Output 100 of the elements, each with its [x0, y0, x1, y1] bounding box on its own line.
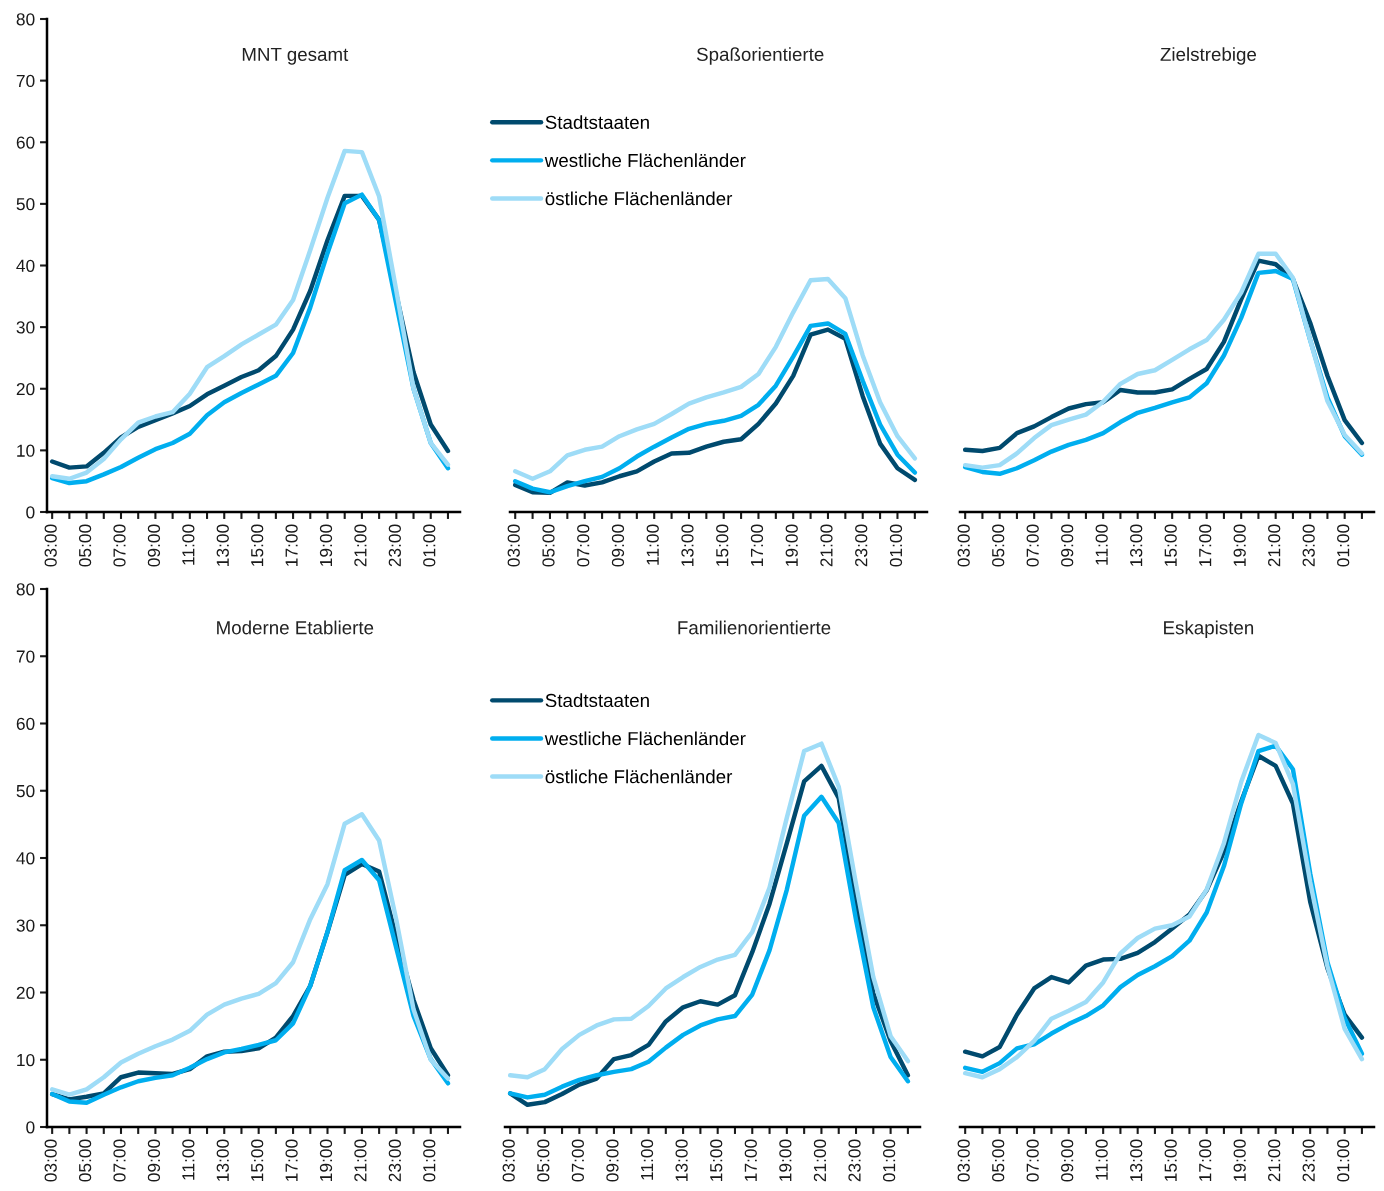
- x-tick-label: 23:00: [848, 1139, 861, 1182]
- x-tick-label: 15:00: [251, 524, 264, 566]
- x-tick-label: 15:00: [710, 1139, 723, 1181]
- y-tick-label: 50: [16, 784, 35, 798]
- x-tick-label: 11:00: [182, 1139, 195, 1180]
- x-tick-label: 09:00: [606, 1139, 619, 1182]
- x-tick-label: 13:00: [681, 524, 694, 566]
- x-tick-label: 03:00: [957, 1139, 970, 1182]
- x-tick-label: 13:00: [216, 1139, 229, 1181]
- legend-label: Stadtstaaten: [545, 115, 649, 130]
- x-tick-label: 07:00: [571, 1139, 585, 1182]
- x-tick-label: 23:00: [388, 524, 401, 567]
- x-tick-label: 11:00: [646, 524, 659, 565]
- x-tick-label: 01:00: [423, 524, 436, 567]
- y-tick-label: 20: [16, 986, 35, 999]
- x-tick-label: 05:00: [537, 1139, 550, 1182]
- x-tick-label: 19:00: [1233, 524, 1246, 566]
- x-tick-label: 09:00: [147, 524, 161, 567]
- text: Eskapisten: [1164, 620, 1254, 639]
- x-tick-label: 23:00: [855, 524, 868, 567]
- x-tick-label: 01:00: [882, 1139, 896, 1182]
- x-tick-label: 05:00: [542, 524, 555, 567]
- x-tick-label: 01:00: [1337, 524, 1350, 567]
- y-tick-label: 0: [26, 506, 35, 519]
- x-tick-label: 19:00: [785, 524, 798, 566]
- x-tick-label: 17:00: [285, 524, 298, 566]
- x-tick-label: 15:00: [1164, 1139, 1177, 1181]
- text: Spaßorientierte: [696, 47, 824, 65]
- legend-label: westliche Flächenländer: [544, 731, 746, 746]
- y-tick-label: 60: [16, 717, 35, 730]
- y-tick-label: 50: [16, 198, 35, 211]
- x-tick-label: 15:00: [251, 1139, 264, 1181]
- x-tick-label: 07:00: [1026, 524, 1039, 567]
- text: MNT gesamt: [242, 47, 349, 65]
- x-tick-label: 17:00: [1199, 1139, 1212, 1181]
- y-tick-label: 10: [17, 444, 35, 457]
- x-tick-label: 21:00: [1268, 1139, 1281, 1182]
- x-tick-label: 17:00: [285, 1139, 298, 1181]
- text: Familienorientierte: [678, 620, 831, 635]
- x-tick-label: 17:00: [750, 524, 764, 566]
- x-tick-label: 01:00: [423, 1139, 436, 1182]
- x-tick-label: 13:00: [216, 524, 229, 566]
- x-tick-label: 19:00: [1233, 1139, 1246, 1181]
- x-tick-label: 17:00: [744, 1139, 757, 1181]
- y-tick-label: 40: [16, 852, 35, 865]
- x-tick-label: 11:00: [1095, 1139, 1108, 1180]
- y-tick-label: 70: [16, 74, 35, 88]
- x-tick-label: 21:00: [820, 524, 833, 567]
- x-tick-label: 09:00: [1061, 524, 1074, 567]
- x-tick-label: 15:00: [1164, 524, 1177, 566]
- x-tick-label: 07:00: [113, 1139, 126, 1182]
- x-tick-label: 03:00: [507, 524, 520, 567]
- x-tick-label: 21:00: [354, 1139, 367, 1182]
- x-tick-label: 19:00: [319, 1139, 333, 1181]
- x-tick-label: 21:00: [1268, 524, 1281, 567]
- y-tick-label: 70: [16, 650, 35, 663]
- y-tick-label: 80: [16, 13, 35, 26]
- legend-label: östliche Flächenländer: [545, 769, 733, 784]
- x-tick-label: 19:00: [779, 1139, 792, 1181]
- x-tick-label: 23:00: [1302, 1139, 1315, 1182]
- x-tick-label: 03:00: [502, 1139, 515, 1182]
- x-tick-label: 23:00: [388, 1139, 401, 1182]
- x-tick-label: 13:00: [1130, 1139, 1143, 1181]
- text: Moderne Etablierte: [217, 620, 374, 635]
- text: Zielstrebige: [1160, 47, 1257, 65]
- x-tick-label: 13:00: [1130, 524, 1143, 566]
- y-tick-label: 20: [16, 382, 35, 396]
- x-tick-label: 01:00: [889, 524, 903, 567]
- x-tick-label: 07:00: [577, 524, 590, 567]
- y-tick-label: 80: [16, 583, 35, 596]
- legend-label: Stadtstaaten: [545, 693, 649, 708]
- x-tick-label: 11:00: [640, 1139, 654, 1180]
- x-tick-label: 15:00: [716, 524, 729, 566]
- y-tick-label: 30: [16, 919, 35, 932]
- x-tick-label: 11:00: [182, 524, 195, 565]
- x-tick-label: 01:00: [1337, 1139, 1350, 1182]
- x-tick-label: 17:00: [1199, 524, 1212, 566]
- x-tick-label: 21:00: [813, 1139, 827, 1182]
- x-tick-label: 05:00: [992, 1139, 1005, 1182]
- y-tick-label: 10: [17, 1053, 35, 1067]
- legend-label: östliche Flächenländer: [545, 191, 733, 206]
- x-tick-label: 07:00: [113, 524, 126, 567]
- x-tick-label: 03:00: [44, 524, 57, 567]
- y-tick-label: 0: [26, 1121, 35, 1134]
- x-tick-label: 11:00: [1095, 524, 1108, 565]
- legend-label: westliche Flächenländer: [544, 153, 746, 168]
- line-series: [49, 812, 451, 1097]
- x-tick-label: 07:00: [1026, 1139, 1039, 1182]
- y-tick-label: 30: [16, 321, 35, 334]
- y-tick-label: 60: [16, 136, 35, 149]
- x-tick-label: 03:00: [44, 1139, 57, 1182]
- x-tick-label: 23:00: [1302, 524, 1315, 567]
- x-tick-label: 05:00: [992, 524, 1005, 567]
- x-tick-label: 09:00: [147, 1139, 161, 1182]
- x-tick-label: 19:00: [319, 524, 333, 566]
- x-tick-label: 09:00: [611, 524, 625, 567]
- x-tick-label: 05:00: [78, 524, 92, 567]
- x-tick-label: 13:00: [675, 1139, 688, 1181]
- y-tick-label: 40: [16, 259, 35, 272]
- x-tick-label: 21:00: [354, 524, 367, 567]
